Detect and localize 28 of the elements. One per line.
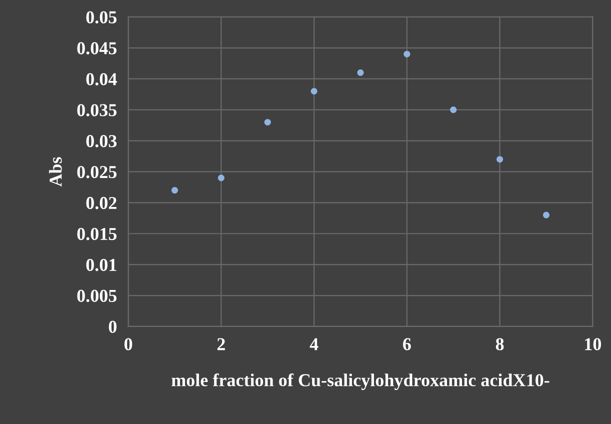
x-tick-label: 2 (217, 338, 225, 350)
y-tick-label: 0.02 (86, 196, 116, 210)
point (310, 88, 318, 94)
y-tick-label: 0.035 (77, 104, 117, 116)
y-tick-label: 0.005 (77, 290, 117, 302)
point (264, 118, 271, 126)
y-tick-label: 0.025 (77, 166, 117, 178)
y-tick-label: 0.01 (86, 258, 116, 272)
point (542, 212, 550, 218)
x-tick-label: 6 (403, 338, 411, 350)
point (450, 106, 457, 114)
y-tick-label: 0.04 (86, 73, 117, 86)
x-tick-label: 8 (496, 338, 504, 350)
point (357, 69, 364, 76)
y-tick-label: 0.05 (86, 11, 117, 24)
point (171, 187, 178, 194)
x-tick-label: 4 (310, 338, 318, 350)
y-tick-label: 0.03 (86, 135, 117, 148)
y-axis-title: Abs (49, 157, 62, 187)
x-axis-title: mole fraction of Cu-salicylohydroxamic acidX10- (172, 373, 550, 390)
point (496, 156, 504, 163)
point (404, 50, 410, 58)
x-tick-label: 10 (585, 338, 602, 350)
y-tick-label: 0.045 (77, 42, 117, 54)
point (218, 174, 224, 182)
x-tick-label: 0 (124, 338, 132, 350)
y-tick-label: 0.015 (77, 228, 117, 240)
y-tick-label: 0 (108, 320, 117, 333)
